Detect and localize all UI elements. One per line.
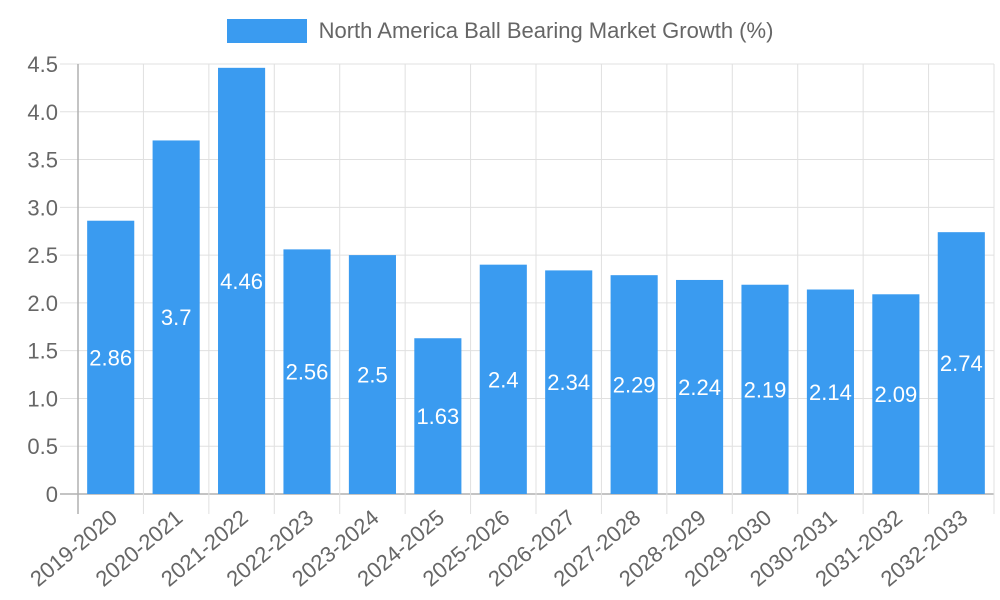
bar-value-label: 3.7 xyxy=(161,305,192,330)
bar[interactable] xyxy=(610,275,658,494)
bar[interactable] xyxy=(741,284,789,494)
bar[interactable] xyxy=(87,220,135,494)
bar-value-label: 4.46 xyxy=(220,269,263,294)
bar-value-label: 2.74 xyxy=(940,351,983,376)
bar-value-label: 2.14 xyxy=(809,380,852,405)
bar-value-label: 2.34 xyxy=(547,370,590,395)
bar[interactable] xyxy=(872,294,920,494)
y-tick-label: 0 xyxy=(46,482,58,507)
bar[interactable] xyxy=(676,279,724,494)
y-tick-label: 2.0 xyxy=(27,291,58,316)
y-tick-label: 3.0 xyxy=(27,195,58,220)
bar[interactable] xyxy=(937,232,985,494)
bar[interactable] xyxy=(414,338,462,494)
bar-value-label: 2.19 xyxy=(744,377,787,402)
bar-value-label: 2.29 xyxy=(613,373,656,398)
bar[interactable] xyxy=(283,249,331,494)
bar[interactable] xyxy=(348,255,396,494)
bar-value-label: 2.86 xyxy=(89,345,132,370)
y-tick-label: 0.5 xyxy=(27,434,58,459)
bar[interactable] xyxy=(806,289,854,494)
bar-value-label: 2.56 xyxy=(286,360,329,385)
bar-value-label: 1.63 xyxy=(416,404,459,429)
y-tick-label: 4.5 xyxy=(27,52,58,77)
y-tick-label: 2.5 xyxy=(27,243,58,268)
bar[interactable] xyxy=(218,67,266,495)
y-tick-label: 1.5 xyxy=(27,339,58,364)
bar[interactable] xyxy=(479,264,527,494)
bar-value-label: 2.4 xyxy=(488,367,519,392)
y-tick-label: 4.0 xyxy=(27,100,58,125)
bar[interactable] xyxy=(152,140,200,494)
bar[interactable] xyxy=(545,270,593,494)
bar-value-label: 2.09 xyxy=(874,382,917,407)
legend-label: North America Ball Bearing Market Growth… xyxy=(318,18,774,43)
y-tick-label: 3.5 xyxy=(27,148,58,173)
bar-value-label: 2.24 xyxy=(678,375,721,400)
chart-legend[interactable]: North America Ball Bearing Market Growth… xyxy=(0,18,1000,44)
y-tick-label: 1.0 xyxy=(27,386,58,411)
bar-value-label: 2.5 xyxy=(357,363,388,388)
legend-swatch xyxy=(226,19,307,43)
